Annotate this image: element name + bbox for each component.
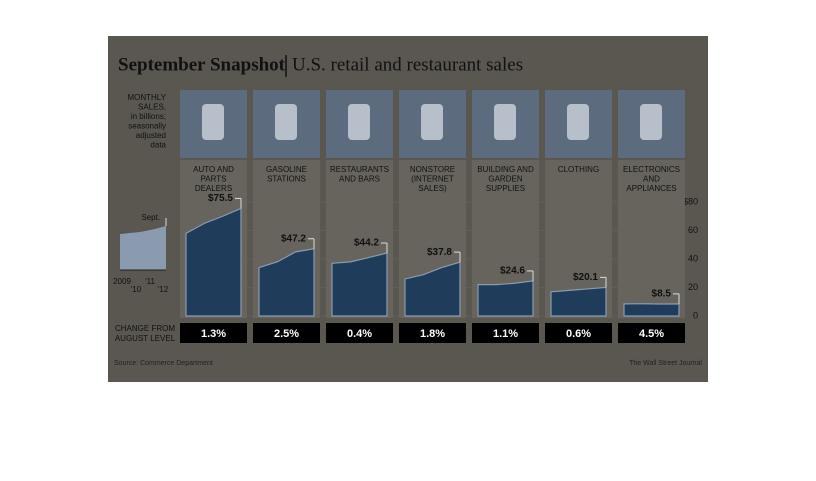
area bbox=[477, 280, 534, 317]
category-label: RESTAURANTS bbox=[330, 165, 389, 174]
icon bbox=[275, 104, 297, 140]
y-axis-label: in billions; bbox=[131, 112, 166, 121]
category-label: PARTS bbox=[201, 175, 227, 184]
change-box bbox=[545, 323, 612, 343]
value-label: $20.1 bbox=[573, 272, 598, 283]
category-label: AUTO AND bbox=[193, 165, 234, 174]
change-label: 4.5% bbox=[639, 328, 664, 340]
category-label: AND bbox=[643, 175, 660, 184]
source: Source: Commerce Department bbox=[114, 360, 213, 367]
value-label: $24.6 bbox=[500, 266, 525, 277]
value-label: $8.5 bbox=[652, 289, 672, 300]
change-box bbox=[472, 323, 539, 343]
change-title: AUGUST LEVEL bbox=[115, 334, 176, 343]
change-title: CHANGE FROM bbox=[115, 324, 175, 333]
value-label: $75.5 bbox=[208, 193, 233, 204]
area bbox=[185, 207, 242, 317]
y-axis-label: seasonally bbox=[128, 122, 166, 131]
icon bbox=[494, 104, 516, 140]
panel-bg bbox=[618, 160, 685, 318]
category-label: ELECTRONICS bbox=[623, 165, 680, 174]
mini-x-label: '10 bbox=[131, 285, 142, 294]
area bbox=[404, 261, 461, 317]
y-axis-label: MONTHLY bbox=[127, 93, 166, 102]
change-box bbox=[618, 323, 685, 343]
area bbox=[258, 248, 315, 317]
area bbox=[550, 286, 607, 317]
change-label: 0.6% bbox=[566, 328, 591, 340]
icon bbox=[640, 104, 662, 140]
category-label: GASOLINE bbox=[266, 165, 307, 174]
change-label: 1.8% bbox=[420, 328, 445, 340]
icon bbox=[421, 104, 443, 140]
mini-x-label: '11 bbox=[145, 277, 155, 286]
icon bbox=[348, 104, 370, 140]
icon bbox=[202, 104, 224, 140]
icon bbox=[567, 104, 589, 140]
change-box bbox=[253, 323, 320, 343]
value-label: $44.2 bbox=[354, 238, 379, 249]
category-label: SALES) bbox=[418, 184, 447, 193]
annotation: Sept. bbox=[141, 213, 160, 222]
value-label: $47.2 bbox=[281, 233, 306, 244]
change-box bbox=[326, 323, 393, 343]
value-label: $37.8 bbox=[427, 247, 452, 258]
y-tick-label: 20 bbox=[688, 282, 698, 292]
category-label: DEALERS bbox=[195, 184, 232, 193]
category-label: STATIONS bbox=[267, 175, 306, 184]
area bbox=[331, 252, 388, 317]
category-label: (INTERNET bbox=[411, 175, 454, 184]
change-box bbox=[180, 323, 247, 343]
area bbox=[623, 303, 680, 317]
category-label: GARDEN bbox=[488, 175, 522, 184]
change-label: 1.3% bbox=[201, 328, 226, 340]
category-label: NONSTORE bbox=[410, 165, 455, 174]
change-box bbox=[399, 323, 466, 343]
y-axis-label: SALES, bbox=[138, 103, 166, 112]
mini-x-label: '12 bbox=[158, 285, 169, 294]
category-label: BUILDING AND bbox=[477, 165, 534, 174]
category-label: SUPPLIES bbox=[486, 184, 525, 193]
mini-x-label: 2009 bbox=[113, 277, 131, 286]
y-tick-label: 60 bbox=[688, 225, 698, 235]
y-axis-label: adjusted bbox=[136, 131, 166, 140]
change-label: 1.1% bbox=[493, 328, 518, 340]
y-tick-label: $80 bbox=[683, 196, 698, 206]
credit: The Wall Street Journal bbox=[629, 360, 702, 367]
category-label: APPLIANCES bbox=[626, 184, 676, 193]
chart-title: September Snapshot bbox=[118, 54, 286, 75]
change-label: 2.5% bbox=[274, 328, 299, 340]
y-tick-label: 0 bbox=[693, 310, 698, 320]
mini-chart-area bbox=[120, 226, 166, 270]
chart-subtitle: U.S. retail and restaurant sales bbox=[292, 54, 523, 75]
category-label: CLOTHING bbox=[558, 165, 599, 174]
y-tick-label: 40 bbox=[688, 253, 698, 263]
category-label: AND BARS bbox=[339, 175, 380, 184]
y-axis-label: data bbox=[150, 141, 166, 150]
change-label: 0.4% bbox=[347, 328, 372, 340]
